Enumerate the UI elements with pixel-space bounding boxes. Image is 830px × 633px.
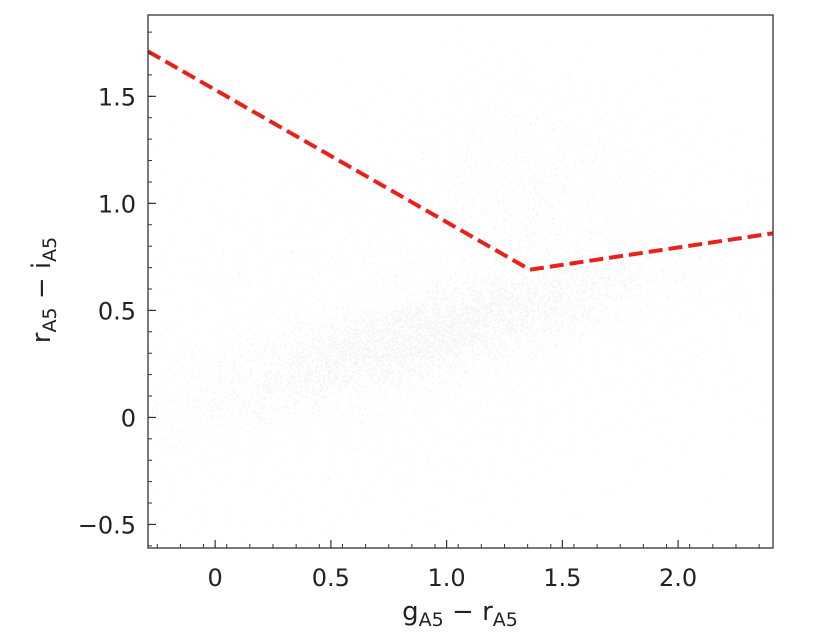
y-axis-label: rA5 − iA5 bbox=[27, 237, 61, 343]
x-tick-label: 1.0 bbox=[428, 564, 466, 592]
y-tick-label: 1.5 bbox=[98, 83, 136, 111]
y-tick-label: 0.5 bbox=[98, 297, 136, 325]
x-axis-ticks: 0 0.5 1.0 1.5 2.0 bbox=[156, 540, 760, 592]
y-label-i: i bbox=[27, 262, 57, 269]
dashed-cut-line bbox=[148, 49, 773, 272]
y-label-i-subscript: A5 bbox=[39, 237, 61, 262]
y-axis-ticks: −0.5 0 0.5 1.0 1.5 bbox=[78, 31, 156, 547]
x-label-r-subscript: A5 bbox=[493, 609, 518, 631]
x-tick-label: 0.5 bbox=[312, 564, 350, 592]
x-label-g-subscript: A5 bbox=[419, 609, 444, 631]
x-label-minus: − bbox=[444, 597, 482, 627]
y-tick-label: 0 bbox=[121, 404, 136, 432]
x-label-g: g bbox=[402, 597, 419, 627]
y-label-r-subscript: A5 bbox=[39, 307, 61, 332]
x-axis-label: gA5 − rA5 bbox=[402, 597, 518, 631]
y-tick-label: 1.0 bbox=[98, 190, 136, 218]
y-label-r: r bbox=[27, 332, 57, 343]
x-tick-label: 0 bbox=[207, 564, 222, 592]
y-tick-label: −0.5 bbox=[78, 511, 136, 539]
y-label-minus: − bbox=[27, 269, 57, 307]
plot-frame bbox=[147, 14, 774, 549]
x-tick-label: 2.0 bbox=[659, 564, 697, 592]
x-label-r: r bbox=[482, 597, 493, 627]
x-tick-label: 1.5 bbox=[543, 564, 581, 592]
